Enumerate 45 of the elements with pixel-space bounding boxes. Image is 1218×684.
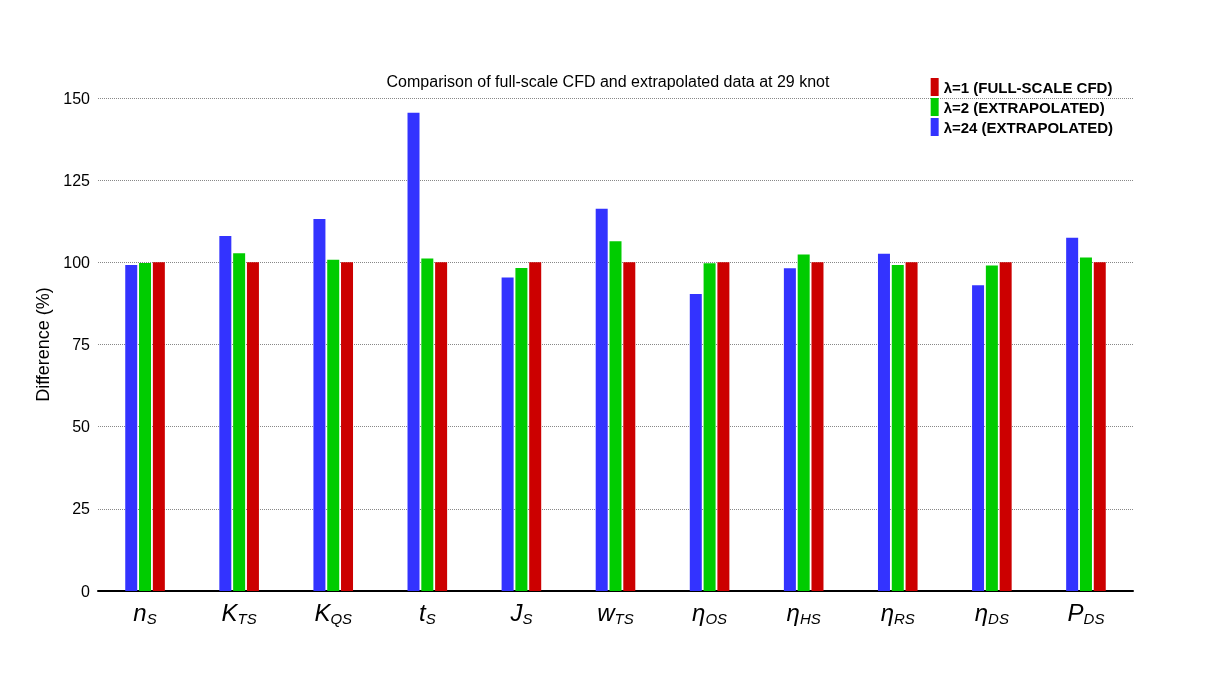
y-tick-label: 0 bbox=[81, 582, 91, 600]
y-axis-title: Difference (%) bbox=[33, 287, 54, 402]
bar bbox=[515, 267, 528, 591]
bar bbox=[609, 241, 622, 591]
bar bbox=[783, 268, 796, 591]
bar bbox=[811, 262, 824, 591]
y-tick-label: 150 bbox=[63, 89, 91, 107]
bar bbox=[877, 253, 890, 591]
bar bbox=[703, 263, 716, 591]
bar bbox=[623, 262, 636, 591]
y-tick-label: 75 bbox=[72, 336, 91, 353]
bar bbox=[327, 259, 340, 591]
bar bbox=[689, 293, 702, 591]
bar bbox=[717, 262, 730, 591]
y-tick-label: 50 bbox=[72, 418, 91, 436]
bar bbox=[797, 254, 810, 591]
y-tick-label: 25 bbox=[72, 500, 91, 518]
bar bbox=[905, 262, 918, 591]
bar bbox=[233, 253, 246, 591]
bar bbox=[246, 262, 259, 591]
legend-label: λ=2 (EXTRAPOLATED) bbox=[943, 98, 1105, 116]
bar bbox=[595, 208, 608, 591]
bar bbox=[1093, 262, 1106, 591]
bar bbox=[999, 262, 1012, 591]
bar bbox=[421, 258, 434, 591]
bar bbox=[407, 112, 420, 591]
bar bbox=[152, 262, 165, 591]
y-tick-label: 100 bbox=[63, 253, 91, 271]
bar bbox=[219, 236, 232, 591]
chart-title: Comparison of full-scale CFD and extrapolated data at 29 knot bbox=[386, 72, 831, 90]
legend-label: λ=1 (FULL-SCALE CFD) bbox=[943, 78, 1113, 96]
bar bbox=[139, 262, 152, 591]
bar bbox=[1066, 237, 1079, 591]
bar bbox=[341, 262, 354, 591]
bar bbox=[891, 264, 904, 591]
bar bbox=[125, 264, 138, 591]
y-tick-label: 125 bbox=[63, 171, 91, 189]
legend-label: λ=24 (EXTRAPOLATED) bbox=[943, 118, 1114, 136]
bar bbox=[435, 262, 448, 591]
bar bbox=[313, 218, 326, 591]
bar bbox=[501, 277, 514, 591]
bar bbox=[972, 285, 985, 591]
bar bbox=[1079, 257, 1092, 591]
bar bbox=[985, 265, 998, 591]
bar bbox=[529, 262, 542, 591]
